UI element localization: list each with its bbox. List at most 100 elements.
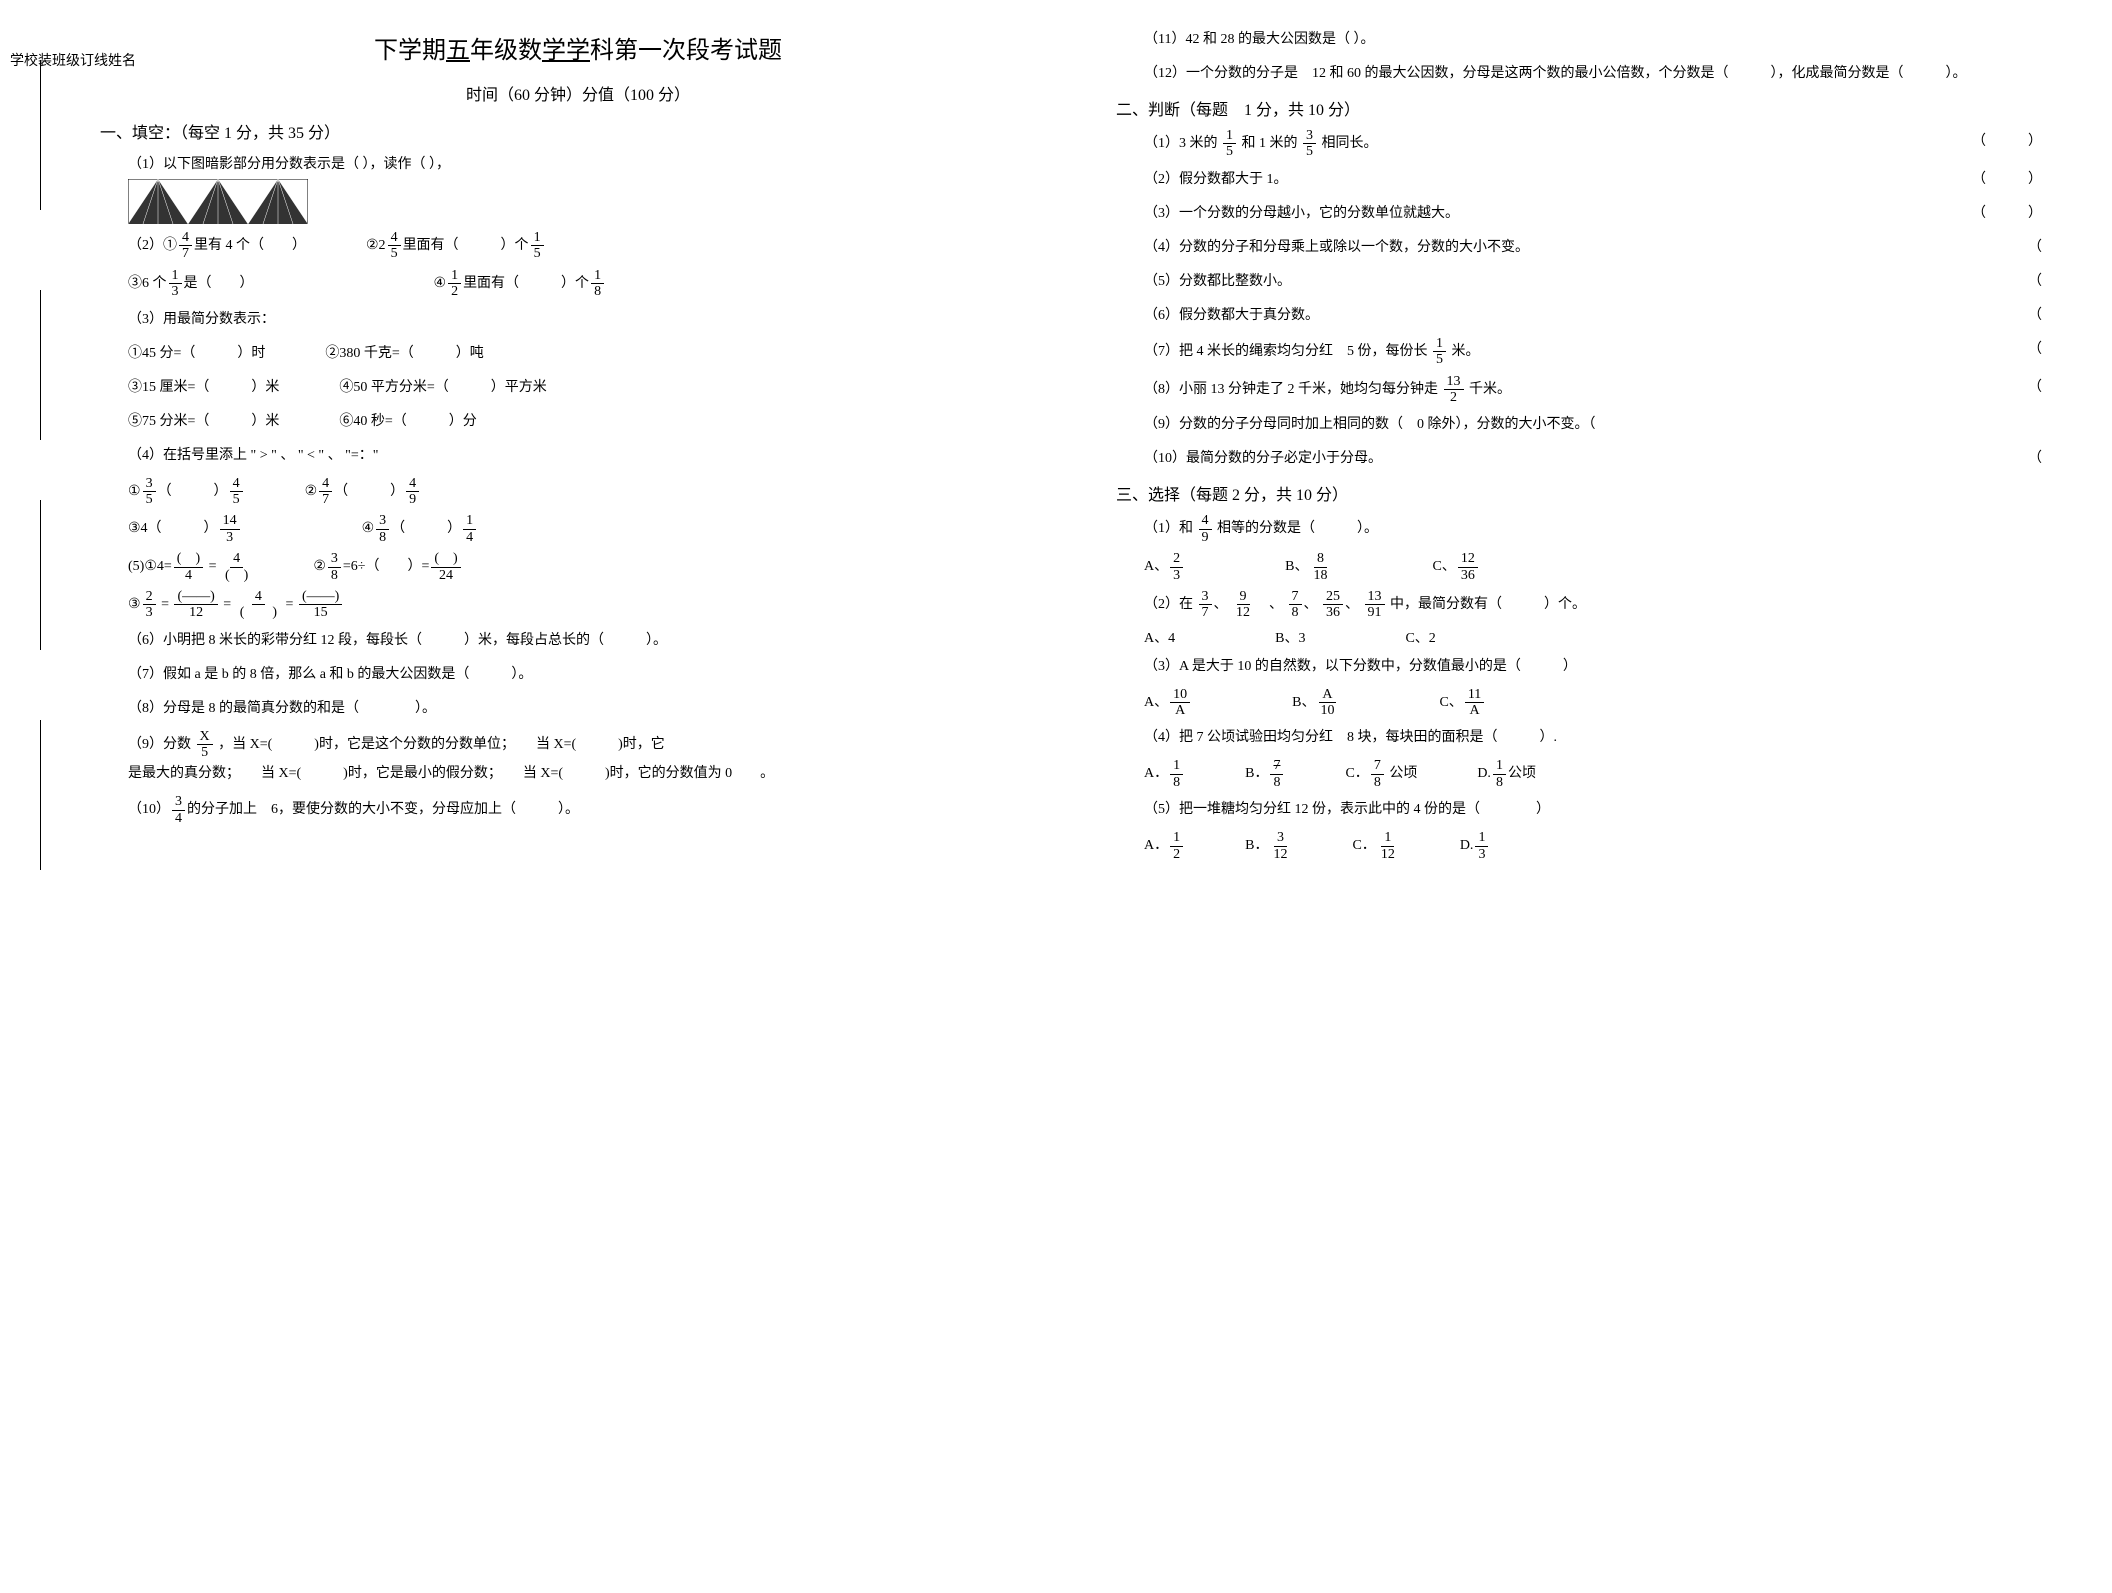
q-text: （9）分数 bbox=[128, 737, 195, 752]
opt-c: C、1236 bbox=[1432, 551, 1479, 583]
frac: 78 bbox=[1270, 758, 1283, 790]
frac: 15 bbox=[531, 230, 544, 262]
opt-a: A、10A bbox=[1144, 687, 1192, 719]
frac: 1391 bbox=[1365, 589, 1385, 621]
margin-labels: 姓名 线 订 班级 装 学校 bbox=[10, 20, 136, 862]
q-text: 是最大的真分数； 当 X=( )时，它是最小的假分数； 当 X=( )时，它的分… bbox=[128, 766, 774, 781]
frac: 312 bbox=[1270, 830, 1290, 862]
frac: 112 bbox=[1378, 830, 1398, 862]
q-text: =6÷（ ）= bbox=[343, 559, 429, 574]
frac: 14 bbox=[463, 513, 476, 545]
q12: （12）一个分数的分子是 12 和 60 的最大公因数，分母是这两个数的最小公倍… bbox=[1144, 60, 2072, 88]
frac: 23 bbox=[1170, 551, 1183, 583]
frac: 37 bbox=[1199, 589, 1212, 621]
q5: (5)①4=( )4 = 4( ) ②38=6÷（ ）=( )24 bbox=[128, 551, 1056, 583]
q-text: 里面有（ ）个 bbox=[403, 238, 529, 253]
frac: 13 bbox=[169, 268, 182, 300]
opt-label: C． bbox=[1345, 767, 1368, 782]
opt-label: C． bbox=[1352, 838, 1375, 853]
frac: 45 bbox=[388, 230, 401, 262]
q-text: ②2 bbox=[366, 238, 386, 253]
opt-d: D.13 bbox=[1460, 830, 1491, 862]
title-underline: 五 bbox=[446, 38, 470, 64]
q4-1: ①35（ ）45 bbox=[128, 476, 245, 508]
opt-c: C、11A bbox=[1439, 687, 1486, 719]
frac: 12 bbox=[1170, 830, 1183, 862]
shaded-triangles-icon bbox=[128, 179, 308, 224]
opt-a: A、4 bbox=[1144, 627, 1175, 647]
q-text: 千米。 bbox=[1466, 382, 1512, 397]
q-text: （1）3 米的 bbox=[1144, 136, 1221, 151]
opt-label: A、 bbox=[1144, 559, 1168, 574]
frac: 78 bbox=[1289, 589, 1302, 621]
title-text: 年级数 bbox=[470, 38, 542, 64]
q6: （6）小明把 8 米长的彩带分红 12 段，每段长（ ）米，每段占总长的（ ）。 bbox=[128, 627, 1056, 655]
frac: 13 bbox=[1475, 830, 1488, 862]
q-text: ② bbox=[305, 484, 318, 499]
judge-paren: （ ） bbox=[1972, 200, 2042, 228]
exam-title: 下学期五年级数学学科第一次段考试题 bbox=[100, 30, 1056, 65]
section-2-head: 二、判断（每题 1 分，共 10 分） bbox=[1116, 96, 2072, 120]
q-text: （6）假分数都大于真分数。 bbox=[1144, 308, 1319, 323]
q-text: ，当 X=( )时，它是这个分数的分数单位； 当 X=( )时，它 bbox=[215, 737, 665, 752]
q3: （3）用最简分数表示： bbox=[128, 306, 1056, 334]
frac: 2536 bbox=[1323, 589, 1343, 621]
opt-label: B、 bbox=[1285, 559, 1308, 574]
opt-a: A．18 bbox=[1144, 758, 1185, 790]
judge-paren: （ bbox=[2028, 374, 2042, 402]
q4-2: ②47（ ）49 bbox=[305, 476, 422, 508]
q-text: （4）分数的分子和分母乘上或除以一个数，分数的大小不变。 bbox=[1144, 240, 1529, 255]
q5-1: (5)①4=( )4 = 4( ) bbox=[128, 551, 253, 583]
q3-row2: ③15 厘米=（ ）米④50 平方分米=（ ）平方米 bbox=[128, 374, 1056, 402]
frac: (——)12 bbox=[174, 589, 217, 621]
q2-1: （2）①47里有 4 个（ ） bbox=[128, 230, 306, 262]
opt-label: D. bbox=[1477, 767, 1491, 782]
q10: （10）34的分子加上 6，要使分数的大小不变，分母应加上（ ）。 bbox=[128, 794, 1056, 826]
s2q6: （6）假分数都大于真分数。（ bbox=[1144, 302, 2072, 330]
q2-2: ②245里面有（ ）个15 bbox=[366, 230, 546, 262]
opt-d: D.18公顷 bbox=[1477, 758, 1536, 790]
unit: 公顷 bbox=[1389, 767, 1417, 782]
q2: （2）①47里有 4 个（ ） ②245里面有（ ）个15 bbox=[128, 230, 1056, 262]
frac: 47 bbox=[319, 476, 332, 508]
frac: X5 bbox=[197, 729, 213, 761]
frac: 12 bbox=[448, 268, 461, 300]
s3q4-opts: A．18 B．78 C．78 公顷 D.18公顷 bbox=[1144, 758, 2072, 790]
q-text: （1）和 bbox=[1144, 521, 1197, 536]
q4-row2: ③4（ ）143 ④38（ ）14 bbox=[128, 513, 1056, 545]
opt-c: C、2 bbox=[1405, 627, 1435, 647]
q-text: 和 1 米的 bbox=[1238, 136, 1301, 151]
s2q9: （9）分数的分子分母同时加上相同的数（ 0 除外），分数的大小不变。（ bbox=[1144, 411, 2072, 439]
opt-label: A． bbox=[1144, 767, 1168, 782]
q5-2: ②38=6÷（ ）=( )24 bbox=[313, 551, 462, 583]
q-text: （2）假分数都大于 1。 bbox=[1144, 172, 1288, 187]
q-text: ③4（ ） bbox=[128, 521, 218, 536]
title-text: 下学期 bbox=[374, 38, 446, 64]
s3q1-opts: A、23 B、818 C、1236 bbox=[1144, 551, 2072, 583]
frac: 15 bbox=[1433, 336, 1446, 368]
q2-4: ④12里面有（ ）个18 bbox=[434, 268, 607, 300]
frac: 1236 bbox=[1458, 551, 1478, 583]
section-1-head: 一、填空：（每空 1 分，共 35 分） bbox=[100, 119, 1056, 143]
frac: 35 bbox=[1303, 128, 1316, 160]
frac: 38 bbox=[328, 551, 341, 583]
margin-class: 班级 bbox=[52, 50, 80, 832]
q-text: 里有 4 个（ ） bbox=[194, 238, 306, 253]
q4: （4）在括号里添上 " > " 、 " < " 、 "=：" bbox=[128, 442, 1056, 470]
s2q7: （7）把 4 米长的绳索均匀分红 5 份，每份长 15 米。（ bbox=[1144, 336, 2072, 368]
q-text: 的分子加上 6，要使分数的大小不变，分母应加上（ ）。 bbox=[187, 803, 579, 818]
exam-subtitle: 时间（60 分钟）分值（100 分） bbox=[100, 81, 1056, 105]
q-text: ③15 厘米=（ ）米 bbox=[128, 374, 279, 402]
q5-3: ③23 = (——)12 = 4( ) = (——)15 bbox=[128, 589, 1056, 621]
q-text: （ ） bbox=[158, 484, 228, 499]
q-text: 中，最简分数有（ ）个。 bbox=[1390, 597, 1586, 612]
opt-label: C、 bbox=[1439, 695, 1462, 710]
opt-b: B．312 bbox=[1245, 830, 1292, 862]
q-text: 里面有（ ）个 bbox=[463, 276, 589, 291]
q4-row1: ①35（ ）45 ②47（ ）49 bbox=[128, 476, 1056, 508]
judge-paren: （ ） bbox=[1972, 166, 2042, 194]
s3q5-opts: A．12 B．312 C．112 D.13 bbox=[1144, 830, 2072, 862]
q11: （11）42 和 28 的最大公因数是（ ）。 bbox=[1144, 26, 2072, 54]
judge-paren: （ bbox=[2028, 268, 2042, 296]
q4-4: ④38（ ）14 bbox=[362, 513, 479, 545]
